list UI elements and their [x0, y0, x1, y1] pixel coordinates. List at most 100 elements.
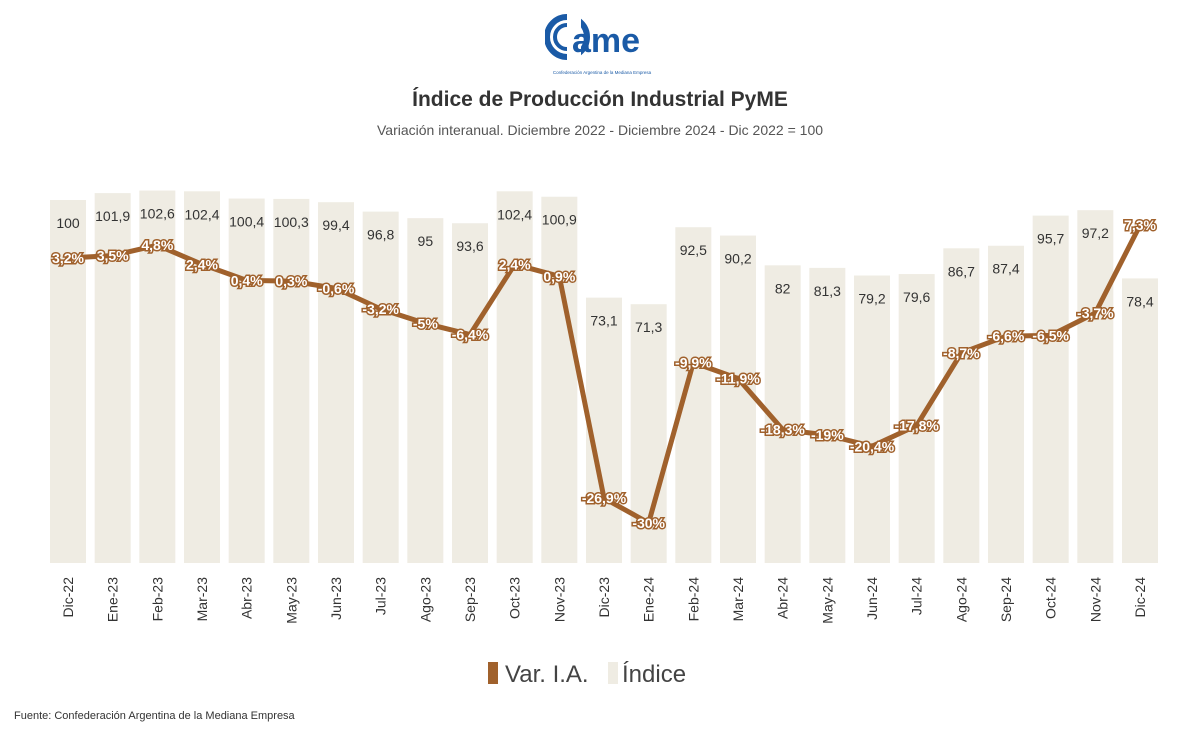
line-value-label: 3,2%	[52, 250, 84, 266]
bar	[541, 196, 578, 563]
line-point	[288, 278, 295, 285]
bar	[184, 191, 220, 563]
x-tick-label: May-24	[819, 577, 835, 624]
x-tick-label: Dic-24	[1132, 577, 1148, 618]
x-tick-label: Abr-23	[239, 577, 255, 619]
x-tick-label: Ago-23	[417, 577, 433, 622]
x-tick-label: Jun-23	[328, 577, 344, 620]
line-value-label: 3,5%	[97, 248, 129, 264]
line-point	[779, 426, 786, 433]
line-point	[467, 331, 473, 338]
bar-value-label: 79,2	[858, 291, 885, 307]
bar	[407, 218, 444, 563]
bar	[854, 275, 890, 563]
came-logo: ame Confederación Argentina de la Median…	[545, 12, 652, 75]
bar-value-label: 81,3	[814, 283, 841, 299]
line-point	[556, 273, 563, 280]
line-value-label: -9,9%	[675, 355, 712, 371]
line-value-label: -8,7%	[943, 345, 980, 361]
line-point	[1137, 222, 1143, 229]
bar-value-label: 100,9	[542, 212, 577, 228]
line-value-label: -20,4%	[850, 438, 895, 454]
bar-value-label: 87,4	[992, 261, 1019, 277]
line-value-label: 0,3%	[275, 273, 307, 289]
bar	[273, 198, 310, 563]
chart-subtitle: Variación interanual. Diciembre 2022 - D…	[376, 122, 824, 138]
x-tick-label: Ene-23	[105, 577, 121, 622]
bar-value-label: 102,6	[140, 206, 175, 222]
x-tick-label: Mar-24	[730, 577, 746, 622]
bar-value-label: 102,4	[184, 206, 219, 222]
line-value-label: 4,8%	[141, 237, 173, 253]
bar-value-label: 102,4	[497, 206, 532, 222]
line-value-label: -19%	[811, 427, 844, 443]
bar	[318, 202, 354, 564]
bar	[362, 211, 399, 563]
line-value-label: -5%	[413, 315, 438, 331]
bar	[675, 227, 712, 563]
bar-value-label: 96,8	[367, 227, 394, 243]
bar-value-label: 82	[775, 280, 791, 296]
line-point	[869, 443, 875, 450]
line-value-label: -6,6%	[988, 328, 1025, 344]
bar	[1032, 215, 1069, 563]
line-value-label: 2,4%	[186, 256, 218, 272]
line-value-label: -0,6%	[318, 280, 355, 296]
line-value-label: -3,7%	[1077, 305, 1114, 321]
line-value-label: 7,3%	[1124, 217, 1156, 233]
line-point	[735, 375, 741, 382]
svg-text:Confederación Argentina de la: Confederación Argentina de la Mediana Em…	[553, 70, 652, 75]
line-point	[154, 242, 161, 249]
x-tick-label: Abr-24	[775, 577, 791, 619]
line-value-label: 2,4%	[499, 256, 531, 272]
legend-label-indice: Índice	[622, 661, 686, 688]
bar-value-label: 100,4	[229, 214, 264, 230]
x-tick-label: Jun-24	[864, 577, 880, 620]
x-tick-label: Jul-24	[909, 577, 925, 615]
line-point	[1003, 333, 1009, 340]
line-value-label: -17,8%	[894, 418, 939, 434]
line-point	[109, 252, 116, 259]
line-point	[1047, 332, 1054, 339]
bar-value-label: 99,4	[322, 217, 349, 233]
line-point	[1092, 310, 1099, 317]
x-tick-label: Nov-23	[551, 577, 567, 622]
line-value-label: -3,2%	[362, 301, 399, 317]
legend-label-var: Var. I.A.	[505, 661, 589, 688]
bar	[228, 198, 265, 563]
bar-value-label: 95	[418, 233, 434, 249]
bar-value-label: 100	[56, 215, 80, 231]
line-point	[65, 254, 71, 261]
bar	[452, 223, 488, 563]
svg-text:ame: ame	[572, 22, 640, 60]
bar-value-label: 97,2	[1082, 225, 1109, 241]
bar-value-label: 79,6	[903, 289, 930, 305]
line-point	[243, 277, 250, 284]
x-tick-label: Oct-24	[1043, 577, 1059, 619]
x-tick-label: May-23	[283, 577, 299, 624]
legend-swatch-var	[488, 662, 498, 684]
line-point	[601, 495, 607, 502]
bar-value-label: 90,2	[724, 251, 751, 267]
line-value-label: -26,9%	[582, 490, 627, 506]
bar-value-label: 78,4	[1126, 293, 1153, 309]
line-point	[958, 349, 965, 356]
x-tick-label: Nov-24	[1087, 577, 1103, 622]
bar	[988, 245, 1024, 563]
line-value-label: -6,5%	[1032, 327, 1069, 343]
bar	[496, 191, 533, 563]
line-point	[333, 285, 339, 292]
bar-value-label: 101,9	[95, 208, 130, 224]
line-point	[824, 432, 831, 439]
x-tick-label: Sep-23	[462, 577, 478, 622]
chart-title: Índice de Producción Industrial PyME	[412, 88, 788, 111]
bar	[720, 235, 756, 563]
bar-value-label: 92,5	[680, 242, 707, 258]
bar-value-label: 93,6	[456, 238, 483, 254]
bar-value-label: 71,3	[635, 319, 662, 335]
line-value-label: 0,4%	[231, 272, 263, 288]
bar-value-label: 86,7	[948, 263, 975, 279]
x-tick-label: Dic-22	[60, 577, 76, 618]
x-tick-label: Oct-23	[507, 577, 523, 619]
